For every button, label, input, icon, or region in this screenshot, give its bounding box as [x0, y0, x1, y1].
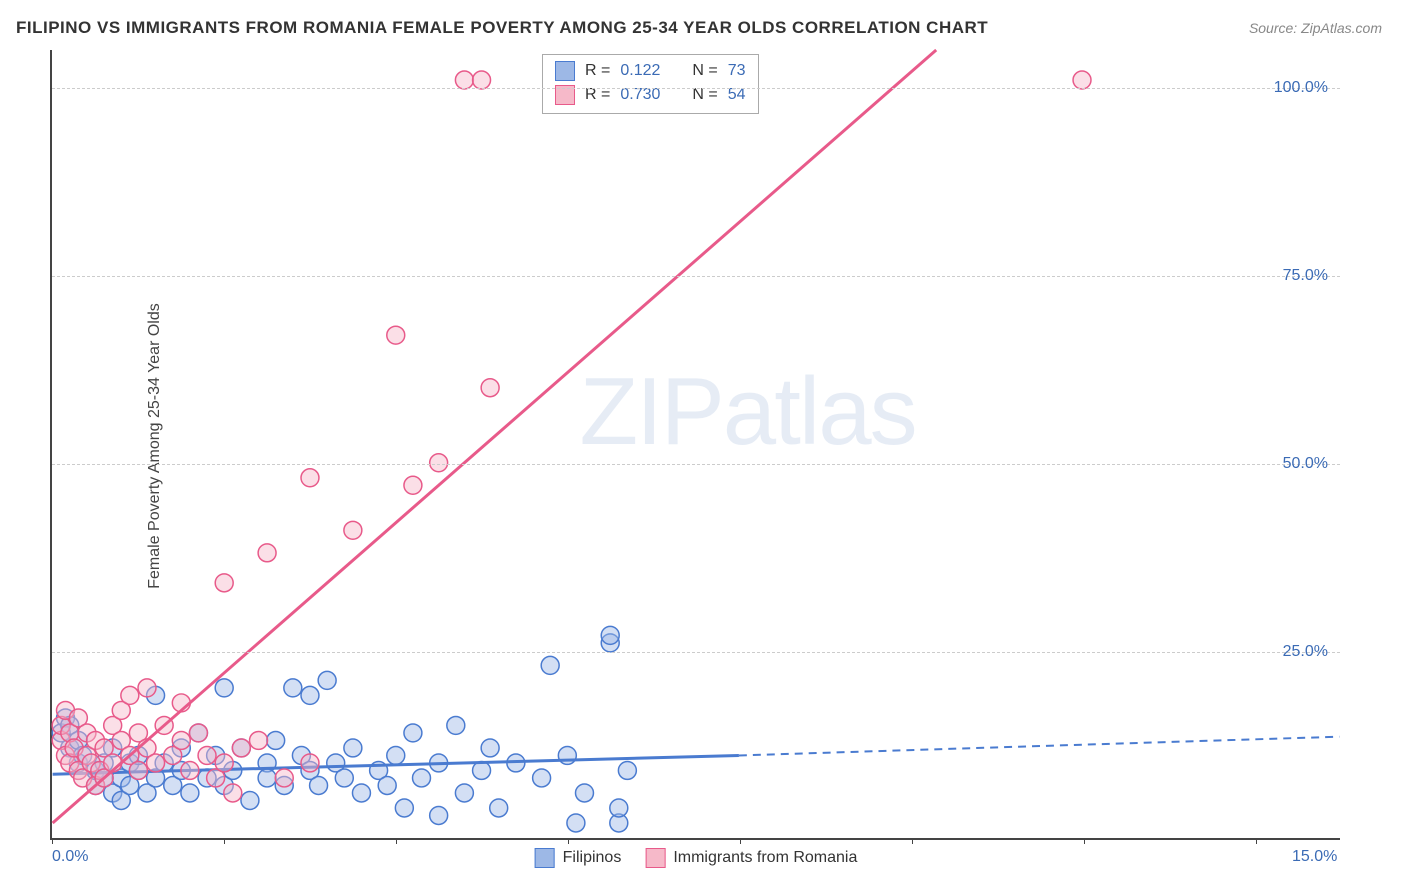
scatter-point: [490, 799, 508, 817]
x-tick: [1256, 838, 1257, 844]
legend-row-romania: R = 0.730 N = 54: [555, 83, 746, 107]
scatter-plot-svg: [52, 50, 1340, 838]
scatter-point: [473, 761, 491, 779]
x-tick: [568, 838, 569, 844]
scatter-point: [387, 746, 405, 764]
legend-item-filipinos: Filipinos: [535, 848, 622, 868]
legend-label: Immigrants from Romania: [673, 849, 857, 867]
r-value: 0.730: [620, 86, 660, 104]
scatter-point: [215, 754, 233, 772]
regression-line: [53, 50, 937, 823]
r-label: R =: [585, 62, 610, 80]
correlation-legend: R = 0.122 N = 73 R = 0.730 N = 54: [542, 54, 759, 114]
chart-title: FILIPINO VS IMMIGRANTS FROM ROMANIA FEMA…: [16, 18, 988, 38]
n-label: N =: [692, 86, 717, 104]
scatter-point: [387, 326, 405, 344]
scatter-point: [232, 739, 250, 757]
scatter-point: [189, 724, 207, 742]
scatter-point: [129, 761, 147, 779]
scatter-point: [430, 454, 448, 472]
x-tick: [224, 838, 225, 844]
scatter-point: [258, 769, 276, 787]
scatter-point: [224, 784, 242, 802]
legend-row-filipinos: R = 0.122 N = 73: [555, 59, 746, 83]
y-tick-label: 25.0%: [1283, 643, 1328, 661]
scatter-point: [404, 476, 422, 494]
x-tick-label: 0.0%: [52, 848, 88, 866]
scatter-point: [378, 776, 396, 794]
scatter-point: [395, 799, 413, 817]
scatter-point: [250, 731, 268, 749]
scatter-point: [215, 574, 233, 592]
x-tick: [912, 838, 913, 844]
scatter-point: [344, 739, 362, 757]
series-legend: Filipinos Immigrants from Romania: [535, 848, 858, 868]
scatter-point: [284, 679, 302, 697]
gridline: [52, 464, 1340, 465]
scatter-point: [473, 71, 491, 89]
scatter-point: [404, 724, 422, 742]
x-tick-label: 15.0%: [1292, 848, 1337, 866]
y-tick-label: 100.0%: [1274, 79, 1328, 97]
scatter-point: [147, 754, 165, 772]
scatter-point: [413, 769, 431, 787]
n-value: 73: [728, 62, 746, 80]
scatter-point: [481, 739, 499, 757]
scatter-point: [301, 686, 319, 704]
scatter-point: [352, 784, 370, 802]
scatter-point: [318, 671, 336, 689]
x-tick: [740, 838, 741, 844]
r-value: 0.122: [620, 62, 660, 80]
regression-line-extrapolated: [739, 737, 1339, 756]
legend-label: Filipinos: [563, 849, 622, 867]
x-tick: [396, 838, 397, 844]
scatter-point: [533, 769, 551, 787]
scatter-point: [455, 71, 473, 89]
swatch-filipinos: [535, 848, 555, 868]
y-tick-label: 75.0%: [1283, 267, 1328, 285]
scatter-point: [198, 746, 216, 764]
scatter-point: [1073, 71, 1091, 89]
scatter-point: [430, 807, 448, 825]
source-attribution: Source: ZipAtlas.com: [1249, 20, 1382, 36]
swatch-filipinos: [555, 61, 575, 81]
n-value: 54: [728, 86, 746, 104]
scatter-point: [618, 761, 636, 779]
legend-item-romania: Immigrants from Romania: [645, 848, 857, 868]
scatter-point: [258, 544, 276, 562]
scatter-point: [447, 716, 465, 734]
scatter-point: [181, 761, 199, 779]
scatter-point: [301, 754, 319, 772]
swatch-romania: [645, 848, 665, 868]
scatter-point: [241, 791, 259, 809]
scatter-point: [601, 626, 619, 644]
scatter-point: [275, 769, 293, 787]
scatter-point: [121, 686, 139, 704]
scatter-point: [455, 784, 473, 802]
scatter-point: [344, 521, 362, 539]
scatter-point: [576, 784, 594, 802]
scatter-point: [335, 769, 353, 787]
scatter-point: [567, 814, 585, 832]
scatter-point: [215, 679, 233, 697]
scatter-point: [541, 656, 559, 674]
chart-plot-area: ZIPatlas R = 0.122 N = 73 R = 0.730 N = …: [50, 50, 1340, 840]
scatter-point: [138, 679, 156, 697]
scatter-point: [310, 776, 328, 794]
r-label: R =: [585, 86, 610, 104]
scatter-point: [181, 784, 199, 802]
gridline: [52, 88, 1340, 89]
n-label: N =: [692, 62, 717, 80]
scatter-point: [267, 731, 285, 749]
x-tick: [1084, 838, 1085, 844]
scatter-point: [481, 379, 499, 397]
x-tick: [52, 838, 53, 844]
scatter-point: [172, 731, 190, 749]
y-tick-label: 50.0%: [1283, 455, 1328, 473]
scatter-point: [610, 799, 628, 817]
gridline: [52, 652, 1340, 653]
scatter-point: [301, 469, 319, 487]
gridline: [52, 276, 1340, 277]
